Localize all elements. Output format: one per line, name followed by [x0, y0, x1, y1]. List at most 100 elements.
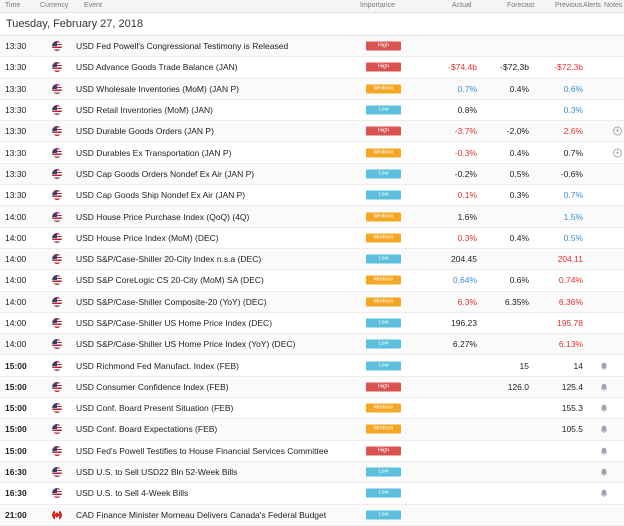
bell-icon[interactable]	[600, 489, 608, 498]
us-flag-icon	[52, 381, 62, 392]
event-time: 14:00	[5, 296, 27, 307]
previous-value: 2.6%	[563, 126, 583, 137]
event-name[interactable]: USD U.S. to Sell 4-Week Bills	[76, 488, 189, 499]
us-flag-icon	[52, 275, 62, 286]
bell-icon[interactable]	[600, 447, 608, 455]
table-row[interactable]: 14:00 USD S&P CoreLogic CS 20-City (MoM) …	[0, 270, 624, 292]
bell-icon[interactable]	[600, 425, 608, 434]
event-name[interactable]: USD Retail Inventories (MoM) (JAN)	[76, 105, 213, 116]
table-row[interactable]: 14:00 USD House Price Purchase Index (QoQ…	[0, 206, 624, 228]
event-name[interactable]: USD S&P/Case-Shiller US Home Price Index…	[76, 318, 273, 328]
table-row[interactable]: 14:00 USD S&P/Case-Shiller US Home Price …	[0, 313, 624, 335]
event-name[interactable]: USD S&P/Case-Shiller 20-City Index n.s.a…	[76, 254, 262, 265]
add-note-icon[interactable]: +	[613, 148, 622, 158]
forecast-value: 0.4%	[509, 147, 529, 158]
bell-icon[interactable]	[600, 468, 608, 476]
forecast-value: 6.35%	[504, 296, 529, 307]
us-flag-icon	[52, 190, 62, 201]
event-name[interactable]: USD House Price Index (MoM) (DEC)	[76, 232, 219, 243]
actual-value: 6.3%	[457, 296, 477, 307]
event-name[interactable]: USD Consumer Confidence Index (FEB)	[76, 381, 229, 392]
actual-value: 0.7%	[457, 83, 477, 94]
table-row[interactable]: 16:30 USD U.S. to Sell 4-Week Bills Low	[0, 483, 624, 505]
date-heading: Tuesday, February 27, 2018	[0, 13, 624, 36]
actual-value: 6.27%	[452, 339, 477, 350]
us-flag-icon	[52, 339, 62, 350]
event-name[interactable]: CAD Finance Minister Morneau Delivers Ca…	[76, 509, 327, 520]
table-row[interactable]: 13:30 USD Durable Goods Orders (JAN P) Hig…	[0, 121, 624, 143]
bell-icon[interactable]	[600, 383, 608, 391]
event-name[interactable]: USD Fed's Powell Testifies to House Fina…	[76, 445, 329, 456]
table-row[interactable]: 13:30 USD Wholesale Inventories (MoM) (JA…	[0, 78, 624, 100]
table-row[interactable]: 14:00 USD S&P/Case-Shiller US Home Price …	[0, 334, 624, 356]
previous-value: 0.6%	[563, 83, 583, 94]
events-table: 13:30 USD Fed Powell's Congressional Test…	[0, 36, 624, 526]
event-time: 14:00	[5, 211, 27, 222]
event-name[interactable]: USD Advance Goods Trade Balance (JAN)	[76, 62, 238, 73]
forecast-value: 0.4%	[509, 83, 529, 94]
previous-value: 6.13%	[558, 339, 583, 350]
event-time: 13:30	[5, 168, 27, 179]
table-row[interactable]: 14:00 USD S&P/Case-Shiller 20-City Index …	[0, 248, 624, 271]
event-name[interactable]: USD Richmond Fed Manufact. Index (FEB)	[76, 360, 239, 371]
event-name[interactable]: USD House Price Purchase Index (QoQ) (4Q…	[76, 211, 250, 222]
table-row[interactable]: 15:00 USD Conf. Board Expectations (FEB) M…	[0, 419, 624, 441]
bell-icon[interactable]	[600, 362, 608, 370]
table-row[interactable]: 13:30 USD Fed Powell's Congressional Test…	[0, 36, 624, 58]
actual-value: 0.1%	[457, 190, 477, 201]
event-name[interactable]: USD Fed Powell's Congressional Testimony…	[76, 41, 289, 52]
previous-value: 0.7%	[563, 147, 583, 158]
table-row[interactable]: 14:00 USD House Price Index (MoM) (DEC) Me…	[0, 228, 624, 249]
event-name[interactable]: USD Wholesale Inventories (MoM) (JAN P)	[76, 83, 239, 94]
forecast-value: 0.5%	[509, 168, 529, 179]
importance-badge: Low	[366, 169, 401, 179]
forecast-value: 0.6%	[509, 275, 529, 286]
event-name[interactable]: USD Durables Ex Transportation (JAN P)	[76, 147, 232, 158]
us-flag-icon	[52, 403, 62, 414]
add-note-icon[interactable]: +	[613, 126, 622, 136]
us-flag-icon	[52, 360, 62, 371]
importance-badge: Low	[366, 467, 401, 477]
bell-icon[interactable]	[600, 404, 608, 413]
importance-badge: Low	[366, 361, 401, 371]
event-name[interactable]: USD S&P CoreLogic CS 20-City (MoM) SA (D…	[76, 275, 264, 286]
forecast-value: -$72.3b	[500, 62, 529, 73]
table-row[interactable]: 13:30 USD Retail Inventories (MoM) (JAN) L…	[0, 100, 624, 122]
table-row[interactable]: 15:00 USD Fed's Powell Testifies to House…	[0, 441, 624, 462]
event-name[interactable]: USD S&P/Case-Shiller Composite-20 (YoY) …	[76, 296, 267, 307]
importance-badge: Medium	[366, 212, 401, 222]
table-row[interactable]: 15:00 USD Consumer Confidence Index (FEB)…	[0, 376, 624, 399]
importance-badge: Low	[366, 488, 401, 498]
table-row[interactable]: 14:00 USD S&P/Case-Shiller Composite-20 (…	[0, 291, 624, 313]
table-row[interactable]: 13:30 USD Cap Goods Orders Nondef Ex Air …	[0, 163, 624, 186]
event-name[interactable]: USD Durable Goods Orders (JAN P)	[76, 126, 214, 137]
table-row[interactable]: 15:00 USD Richmond Fed Manufact. Index (F…	[0, 355, 624, 377]
previous-value: 0.3%	[563, 105, 583, 116]
importance-badge: High	[366, 41, 401, 51]
event-name[interactable]: USD Conf. Board Present Situation (FEB)	[76, 403, 234, 414]
us-flag-icon	[52, 168, 62, 179]
actual-value: 0.64%	[452, 275, 477, 286]
table-row[interactable]: 15:00 USD Conf. Board Present Situation (…	[0, 398, 624, 420]
table-row[interactable]: 13:30 USD Cap Goods Ship Nondef Ex Air (J…	[0, 185, 624, 207]
us-flag-icon	[52, 41, 62, 52]
event-time: 14:00	[5, 275, 27, 286]
table-row[interactable]: 16:30 USD U.S. to Sell USD22 Bln 52-Week …	[0, 461, 624, 484]
actual-value: 196.23	[451, 318, 477, 328]
us-flag-icon	[52, 62, 62, 73]
event-name[interactable]: USD U.S. to Sell USD22 Bln 52-Week Bills	[76, 467, 238, 478]
header-forecast: Forecast	[507, 2, 535, 9]
event-name[interactable]: USD Cap Goods Ship Nondef Ex Air (JAN P)	[76, 190, 246, 201]
importance-badge: High	[366, 382, 401, 392]
table-row[interactable]: 21:00 CAD Finance Minister Morneau Delive…	[0, 504, 624, 526]
event-time: 13:30	[5, 62, 27, 73]
importance-badge: Medium	[366, 84, 401, 94]
actual-value: -0.3%	[454, 147, 477, 158]
table-row[interactable]: 13:30 USD Durables Ex Transportation (JAN…	[0, 142, 624, 164]
importance-badge: Low	[366, 254, 401, 264]
event-name[interactable]: USD Conf. Board Expectations (FEB)	[76, 424, 218, 435]
table-row[interactable]: 13:30 USD Advance Goods Trade Balance (JA…	[0, 57, 624, 79]
event-name[interactable]: USD S&P/Case-Shiller US Home Price Index…	[76, 339, 296, 350]
event-time: 14:00	[5, 339, 27, 350]
event-name[interactable]: USD Cap Goods Orders Nondef Ex Air (JAN …	[76, 168, 255, 179]
